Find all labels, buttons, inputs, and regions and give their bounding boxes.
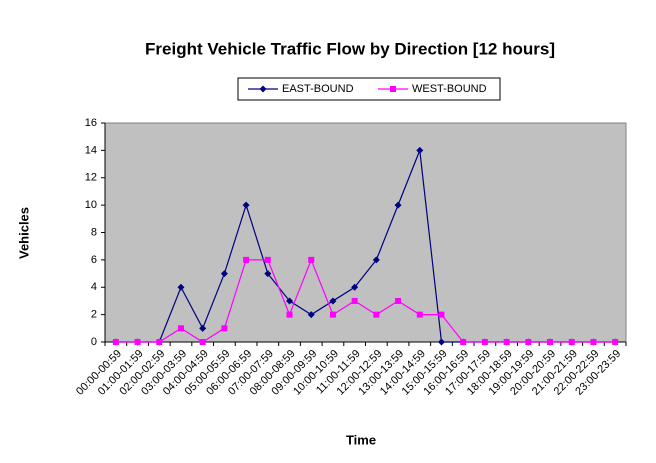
point <box>329 297 337 305</box>
point <box>351 297 358 304</box>
y-axis-title: Vehicles <box>16 207 31 259</box>
y-tick-label: 4 <box>91 281 97 293</box>
point <box>329 311 336 318</box>
point <box>220 270 228 278</box>
point <box>612 339 619 345</box>
plot-area <box>104 122 627 343</box>
y-tick-label: 16 <box>85 117 97 129</box>
point <box>568 339 575 345</box>
point <box>221 325 228 332</box>
point <box>547 339 554 345</box>
legend-box <box>237 77 501 101</box>
point <box>307 311 315 319</box>
y-tick-label: 2 <box>91 309 97 321</box>
point <box>264 256 271 263</box>
point <box>242 201 250 209</box>
point <box>481 339 488 345</box>
point <box>199 339 206 345</box>
legend-label: WEST-BOUND <box>412 83 487 95</box>
legend-marker <box>259 85 267 93</box>
point <box>177 283 185 291</box>
y-tick-label: 10 <box>85 199 97 211</box>
point <box>525 339 532 345</box>
point <box>373 311 380 318</box>
y-tick-label: 6 <box>91 254 97 266</box>
series-line <box>115 258 616 343</box>
point <box>438 311 445 318</box>
chart-title: Freight Vehicle Traffic Flow by Directio… <box>145 39 555 58</box>
point <box>437 338 445 346</box>
point <box>503 339 510 345</box>
point <box>372 256 380 264</box>
point <box>416 311 423 318</box>
point <box>460 339 467 345</box>
point <box>395 297 402 304</box>
point <box>394 201 402 209</box>
point <box>199 324 207 332</box>
point <box>351 283 359 291</box>
point <box>177 325 184 332</box>
point <box>416 146 424 154</box>
y-tick-label: 12 <box>85 172 97 184</box>
y-tick-label: 8 <box>91 226 97 238</box>
point <box>243 256 250 263</box>
legend-label: EAST-BOUND <box>282 83 354 95</box>
point <box>112 339 119 345</box>
point <box>590 339 597 345</box>
y-tick-label: 0 <box>91 336 97 348</box>
y-tick-label: 14 <box>85 144 97 156</box>
x-axis-title: Time <box>346 432 376 447</box>
point <box>286 311 293 318</box>
point <box>134 339 141 345</box>
point <box>286 297 294 305</box>
point <box>264 270 272 278</box>
legend-marker <box>390 86 396 92</box>
point <box>308 256 315 263</box>
point <box>156 339 163 345</box>
